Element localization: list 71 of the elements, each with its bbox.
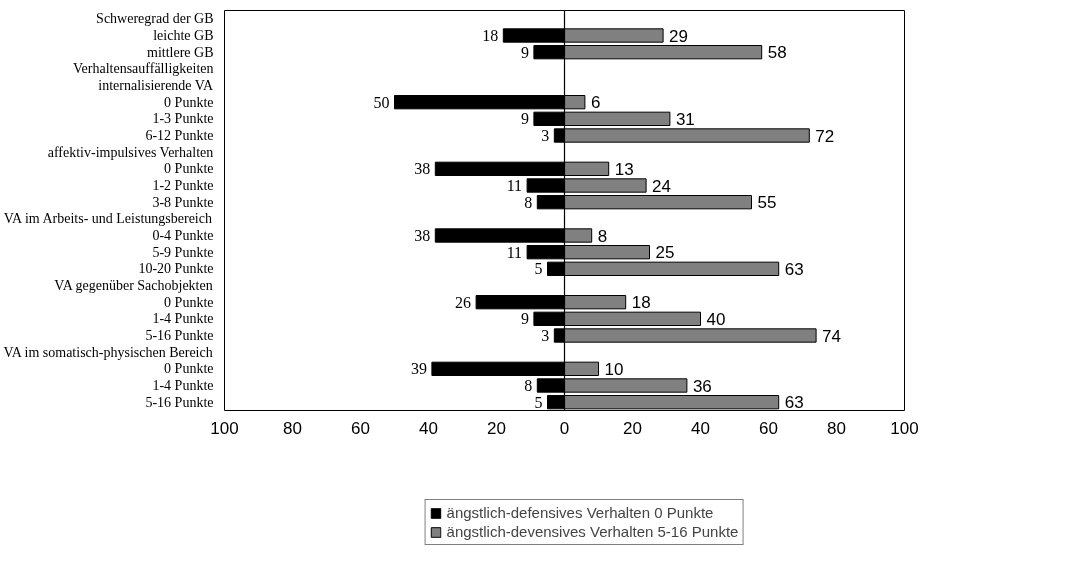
data-label: 40 <box>706 309 726 329</box>
data-label: 9 <box>520 110 529 128</box>
data-label: 24 <box>652 176 672 196</box>
data-label: 36 <box>692 376 712 396</box>
data-label: 25 <box>655 243 675 263</box>
data-label: 11 <box>506 177 523 194</box>
data-label: 29 <box>669 26 689 46</box>
data-label: 9 <box>520 310 529 328</box>
y-tick-label: 5-16 Punkte <box>145 394 214 410</box>
data-label: 31 <box>675 109 695 129</box>
data-label: 58 <box>767 43 787 63</box>
data-label: 63 <box>784 259 804 279</box>
y-tick-label: VA im Arbeits- und Leistungsbereich <box>3 211 212 227</box>
x-tick-label: 80 <box>827 418 846 438</box>
x-tick-label: 100 <box>210 418 239 438</box>
y-tick-label: 5-9 Punkte <box>152 244 214 260</box>
data-label: 3 <box>541 127 550 144</box>
data-label: 11 <box>506 243 523 261</box>
y-tick-label: 0 Punkte <box>164 94 214 110</box>
legend-label: ängstlich-defensives Verhalten 0 Punkte <box>446 504 714 521</box>
x-tick-label: 80 <box>283 418 302 438</box>
legend-label: ängstlich-devensives Verhalten 5-16 Punkte <box>446 523 739 540</box>
y-tick-label: leichte GB <box>153 28 214 43</box>
y-tick-label: VA gegenüber Sachobjekten <box>54 278 213 293</box>
y-tick-label: 0 Punkte <box>164 361 214 377</box>
y-tick-label: 1-4 Punkte <box>152 311 214 327</box>
y-tick-label: 3-8 Punkte <box>152 194 214 210</box>
x-tick-label: 0 <box>559 418 570 438</box>
data-label: 38 <box>414 160 431 178</box>
y-tick-label: VA im somatisch-physischen Bereich <box>3 344 213 360</box>
data-label: 6 <box>590 93 601 113</box>
y-tick-label: 1-2 Punkte <box>152 178 214 193</box>
data-label: 3 <box>541 327 550 344</box>
y-tick-label: 1-4 Punkte <box>152 378 214 393</box>
data-label: 39 <box>410 360 427 378</box>
data-label: 63 <box>784 393 804 413</box>
y-tick-label: 0 Punkte <box>164 161 214 177</box>
y-tick-label: 0 Punkte <box>164 294 214 310</box>
y-tick-label: 6-12 Punkte <box>145 128 214 143</box>
y-tick-label: Verhaltensauffälligkeiten <box>73 61 214 77</box>
data-label: 26 <box>455 293 472 311</box>
data-label: 55 <box>757 193 777 213</box>
data-label: 5 <box>534 260 543 278</box>
data-label: 50 <box>373 93 390 111</box>
y-tick-label: 10-20 Punkte <box>138 261 214 277</box>
x-tick-label: 40 <box>691 418 710 438</box>
data-label: 8 <box>597 226 608 246</box>
y-tick-label: 1-3 Punkte <box>152 111 214 127</box>
y-tick-label: affektiv-impulsives Verhalten <box>47 144 214 160</box>
y-tick-label: Schweregrad der GB <box>96 11 214 27</box>
data-label: 18 <box>631 293 651 313</box>
data-label: 72 <box>815 126 835 146</box>
x-tick-label: 60 <box>351 418 370 438</box>
data-label: 13 <box>614 159 634 179</box>
data-label: 8 <box>524 377 533 394</box>
data-label: 38 <box>414 227 431 244</box>
data-label: 74 <box>822 326 842 346</box>
y-tick-label: internalisierende VA <box>98 78 215 93</box>
data-label: 9 <box>520 43 529 61</box>
data-label: 10 <box>604 359 624 379</box>
y-tick-label: 0-4 Punkte <box>152 228 214 243</box>
y-tick-label: 5-16 Punkte <box>145 328 214 343</box>
x-tick-label: 100 <box>890 418 919 438</box>
x-tick-label: 20 <box>623 418 642 438</box>
x-tick-label: 60 <box>759 418 778 438</box>
data-label: 18 <box>482 27 499 44</box>
x-tick-label: 40 <box>419 418 438 438</box>
data-label: 8 <box>524 193 533 211</box>
data-label: 5 <box>534 393 543 411</box>
y-tick-label: mittlere GB <box>147 44 214 60</box>
x-tick-label: 20 <box>487 418 506 438</box>
